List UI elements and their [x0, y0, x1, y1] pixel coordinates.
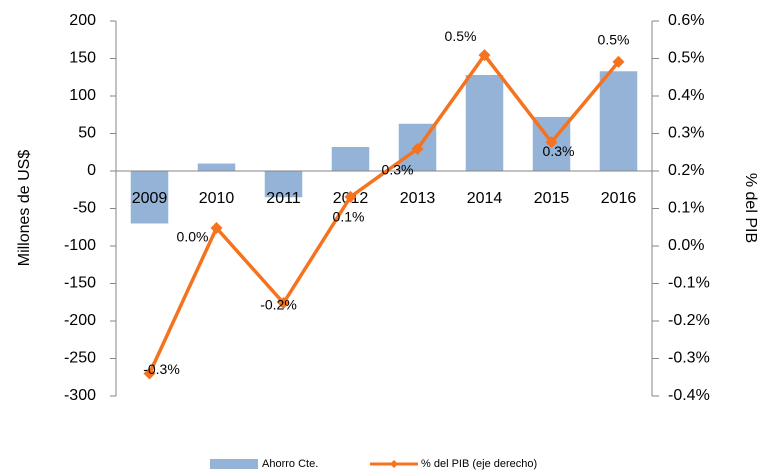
legend-marker	[390, 460, 398, 468]
x-tick-label: 2009	[132, 190, 168, 207]
line-marker	[143, 367, 156, 380]
y-tick-label: 200	[69, 12, 96, 29]
y2-tick-label: 0.4%	[668, 87, 704, 104]
y-tick-label: -250	[64, 350, 96, 367]
legend-swatch	[210, 459, 258, 469]
y2-tick-label: -0.1%	[668, 275, 710, 292]
y-axis-title: Millones de US$	[16, 150, 33, 267]
line-marker	[277, 297, 290, 309]
line-marker	[344, 190, 357, 203]
bar	[465, 75, 504, 171]
y2-tick-label: 0.2%	[668, 162, 704, 179]
data-label: 0.5%	[598, 32, 630, 48]
y2-tick-label: -0.2%	[668, 312, 710, 329]
y-tick-label: -100	[64, 237, 96, 254]
line-marker	[411, 142, 424, 155]
data-label: 0.3%	[543, 143, 575, 159]
data-label: 0.3%	[382, 162, 414, 178]
x-tick-label: 2010	[199, 190, 235, 207]
x-tick-label: 2011	[266, 190, 301, 207]
line-marker	[478, 49, 491, 62]
bar	[331, 147, 370, 171]
y2-tick-label: 0.3%	[668, 125, 704, 142]
data-label: 0.0%	[177, 229, 209, 245]
x-tick-label: 2013	[400, 190, 436, 207]
y-tick-label: 150	[69, 50, 96, 67]
line-marker	[612, 55, 625, 68]
y-tick-label: -300	[64, 387, 96, 404]
y2-axis-title: % del PIB	[742, 173, 759, 243]
y2-tick-label: -0.3%	[668, 350, 710, 367]
bar	[130, 171, 169, 224]
data-label: 0.5%	[445, 28, 477, 44]
y2-tick-label: 0.1%	[668, 200, 704, 217]
data-label: -0.3%	[143, 361, 180, 377]
legend-label: % del PIB (eje derecho)	[421, 458, 537, 470]
line-marker	[545, 136, 558, 149]
x-tick-label: 2014	[467, 190, 503, 207]
x-tick-label: 2016	[601, 190, 637, 207]
y2-tick-label: 0.6%	[668, 12, 704, 29]
legend-label: Ahorro Cte.	[262, 458, 318, 470]
bar	[197, 163, 236, 171]
y2-tick-label: -0.4%	[668, 387, 710, 404]
x-tick-label: 2015	[534, 190, 570, 207]
y-tick-label: -150	[64, 275, 96, 292]
y2-tick-label: 0.5%	[668, 50, 704, 67]
data-label: 0.1%	[333, 209, 365, 225]
bar	[264, 171, 303, 198]
y-tick-label: -200	[64, 312, 96, 329]
bar	[599, 71, 638, 171]
y-tick-label: 100	[69, 87, 96, 104]
y-tick-label: 0	[87, 162, 96, 179]
y-tick-label: 50	[78, 125, 96, 142]
y2-tick-label: 0.0%	[668, 237, 704, 254]
data-label: -0.2%	[260, 297, 297, 313]
line	[147, 53, 620, 375]
y-tick-label: -50	[73, 200, 96, 217]
line-marker	[210, 222, 223, 234]
